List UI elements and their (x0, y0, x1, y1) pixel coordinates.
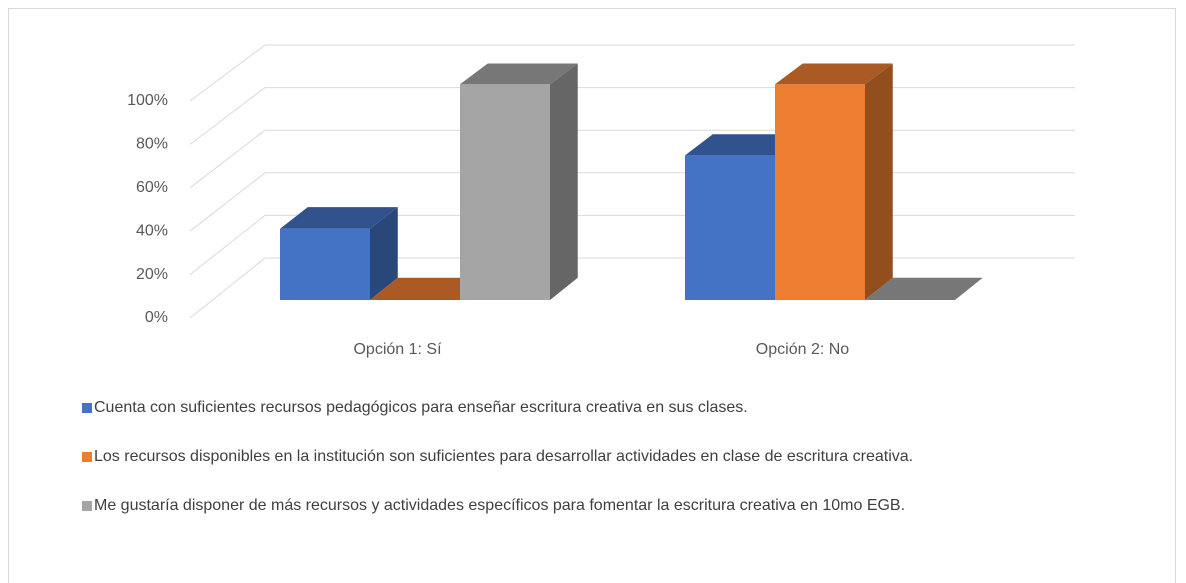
grid-line (189, 44, 1075, 102)
x-tick-label: Opción 1: Sí (353, 341, 442, 358)
y-tick-label: 100% (127, 92, 168, 109)
bar-side (550, 63, 578, 301)
legend-item: Los recursos disponibles en la instituci… (82, 445, 982, 468)
bar (865, 277, 983, 300)
y-tick-label: 40% (136, 222, 168, 239)
bar (460, 63, 578, 301)
bar-top (370, 277, 488, 300)
bar-front (775, 84, 865, 300)
bar-side (370, 207, 398, 300)
y-tick-label: 0% (145, 309, 168, 326)
legend-item: Cuenta con suficientes recursos pedagógi… (82, 396, 982, 419)
bar (775, 63, 893, 301)
bar-front (685, 155, 775, 300)
legend-swatch (82, 403, 92, 413)
y-tick-label: 20% (136, 266, 168, 283)
bar-top (280, 207, 398, 229)
bar-top (865, 277, 983, 300)
bar-front (280, 228, 370, 300)
legend-label: Me gustaría disponer de más recursos y a… (94, 497, 906, 514)
bar (280, 207, 398, 300)
bar (370, 277, 488, 300)
x-tick-label: Opción 2: No (756, 341, 849, 358)
grid-line (189, 87, 1075, 145)
chart-frame (8, 8, 1176, 583)
grid-line (189, 129, 1075, 189)
bar-top (460, 63, 578, 85)
legend-swatch (82, 452, 92, 462)
legend-label: Cuenta con suficientes recursos pedagógi… (94, 399, 748, 416)
legend-item: Me gustaría disponer de más recursos y a… (82, 494, 982, 517)
y-tick-label: 60% (136, 179, 168, 196)
legend-label: Los recursos disponibles en la instituci… (94, 448, 914, 465)
bar-side (865, 63, 893, 301)
bar-front (460, 84, 550, 300)
bar-top (685, 134, 803, 156)
legend-swatch (82, 501, 92, 511)
y-tick-label: 80% (136, 136, 168, 153)
bar-top (775, 63, 893, 85)
legend: Cuenta con suficientes recursos pedagógi… (82, 396, 982, 543)
